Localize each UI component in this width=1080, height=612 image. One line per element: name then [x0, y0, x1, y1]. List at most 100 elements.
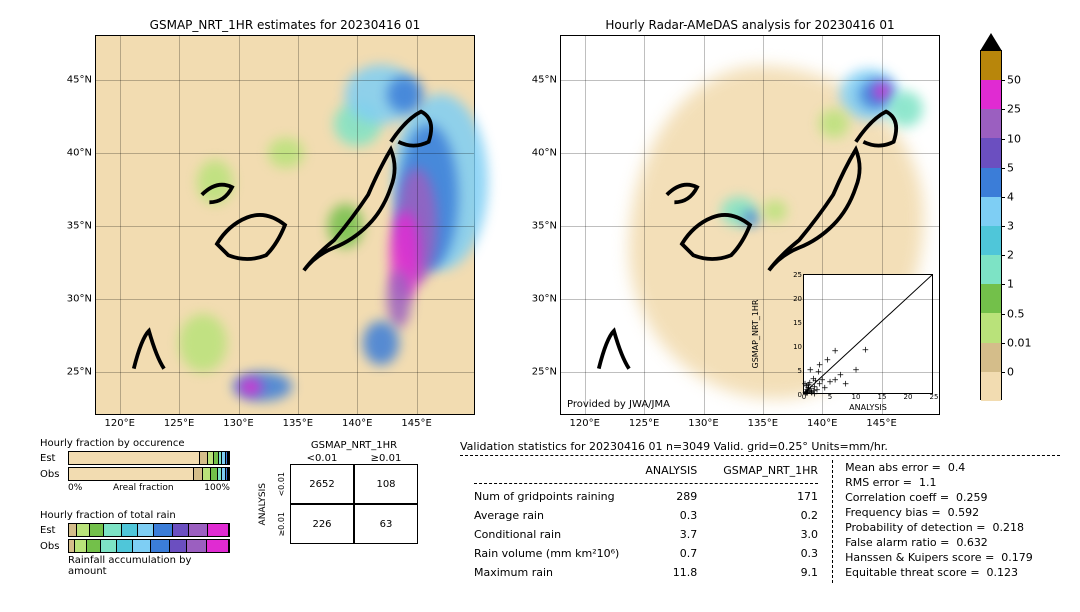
- mini-title: Hourly fraction by occurence: [40, 438, 230, 449]
- radar-map-panel: Hourly Radar-AMeDAS analysis for 2023041…: [560, 35, 940, 415]
- occurrence-panel: Hourly fraction by occurenceEstObs0%Area…: [40, 438, 230, 493]
- colorbar-segment: [981, 255, 1001, 284]
- bar-segment: [203, 468, 211, 480]
- gsmap-map-title: GSMAP_NRT_1HR estimates for 20230416 01: [96, 18, 474, 32]
- scatter-point: +: [806, 367, 814, 376]
- xtick-label: 140°E: [807, 414, 837, 429]
- bar-segment: [87, 540, 101, 552]
- stats-metric: Equitable threat score = 0.123: [845, 565, 1033, 580]
- cont-col-header: GSMAP_NRT_1HR: [290, 440, 418, 451]
- ytick-label: 35°N: [67, 221, 96, 232]
- ytick-label: 45°N: [532, 74, 561, 85]
- colorbar-segment: [981, 109, 1001, 138]
- stats-table: ANALYSISGSMAP_NRT_1HR Num of gridpoints r…: [460, 460, 832, 583]
- bar-row-label: Est: [40, 453, 68, 464]
- colorbar-segment: [981, 343, 1001, 372]
- bar-segment: [194, 468, 204, 480]
- colorbar-segment: [981, 168, 1001, 197]
- cont-cell: 63: [354, 504, 418, 544]
- bar-segment: [75, 540, 86, 552]
- bar-row-label: Obs: [40, 469, 68, 480]
- bar-segment: [90, 524, 104, 536]
- bar-segment: [69, 452, 200, 464]
- colorbar-segment: [981, 313, 1001, 342]
- ytick-label: 30°N: [532, 294, 561, 305]
- colorbar: 00.010.512345102550: [980, 50, 1002, 400]
- xtick-label: 145°E: [866, 414, 896, 429]
- cont-cell: 108: [354, 464, 418, 504]
- xtick-label: 125°E: [629, 414, 659, 429]
- xtick-label: 125°E: [164, 414, 194, 429]
- stats-metric: Probability of detection = 0.218: [845, 520, 1033, 535]
- bar-segment: [200, 452, 208, 464]
- scatter-point: +: [810, 387, 818, 396]
- cont-cell: 226: [290, 504, 354, 544]
- colorbar-segment: [981, 80, 1001, 109]
- xtick-label: 135°E: [748, 414, 778, 429]
- ytick-label: 35°N: [532, 221, 561, 232]
- colorbar-segment: [981, 226, 1001, 255]
- cont-row-label: ≥0.01: [277, 512, 286, 537]
- bar-segment: [173, 524, 189, 536]
- stats-metric: Correlation coeff = 0.259: [845, 490, 1033, 505]
- cont-cell: 2652: [290, 464, 354, 504]
- totalrain-panel: Hourly fraction of total rainEstObsRainf…: [40, 510, 230, 579]
- bar-segment: [207, 540, 229, 552]
- ytick-label: 40°N: [67, 147, 96, 158]
- stats-value: 0.2: [711, 507, 830, 524]
- bar-row-label: Est: [40, 525, 68, 536]
- colorbar-segment: [981, 138, 1001, 167]
- xtick-label: 135°E: [283, 414, 313, 429]
- stats-value: 3.7: [633, 526, 709, 543]
- stats-value: 171: [711, 488, 830, 505]
- bar-segment: [170, 540, 188, 552]
- stats-metric: False alarm ratio = 0.632: [845, 535, 1033, 550]
- bar-segment: [122, 524, 138, 536]
- bar-segment: [189, 524, 208, 536]
- stats-col-header: ANALYSIS: [633, 462, 709, 479]
- scatter-point: +: [852, 367, 860, 376]
- stats-metric: Mean abs error = 0.4: [845, 460, 1033, 475]
- stats-row-label: Num of gridpoints raining: [462, 488, 631, 505]
- stats-value: 0.7: [633, 545, 709, 562]
- ytick-label: 25°N: [532, 367, 561, 378]
- stats-value: 289: [633, 488, 709, 505]
- bar-segment: [228, 468, 229, 480]
- bar-segment: [77, 524, 90, 536]
- inset-ylabel: GSMAP_NRT_1HR: [751, 300, 760, 369]
- stats-row-label: Conditional rain: [462, 526, 631, 543]
- stats-row-label: Average rain: [462, 507, 631, 524]
- stats-panel: Validation statistics for 20230416 01 n=…: [460, 440, 1060, 583]
- bar-segment: [101, 540, 117, 552]
- bar-segment: [69, 468, 194, 480]
- bar-segment: [187, 540, 206, 552]
- stats-value: 0.3: [633, 507, 709, 524]
- stats-col-header: GSMAP_NRT_1HR: [711, 462, 830, 479]
- stats-metric: Frequency bias = 0.592: [845, 505, 1033, 520]
- bar-segment: [133, 540, 151, 552]
- ytick-label: 45°N: [67, 74, 96, 85]
- contingency-table: GSMAP_NRT_1HR<0.01≥0.01ANALYSIS<0.01≥0.0…: [258, 440, 418, 544]
- xtick-label: 130°E: [223, 414, 253, 429]
- stats-metric: Hanssen & Kuipers score = 0.179: [845, 550, 1033, 565]
- bar-row-label: Obs: [40, 541, 68, 552]
- scatter-point: +: [842, 381, 850, 390]
- xtick-label: 120°E: [570, 414, 600, 429]
- cont-col-label: <0.01: [290, 453, 354, 464]
- scatter-point: +: [862, 347, 870, 356]
- xtick-label: 120°E: [105, 414, 135, 429]
- stats-metric: RMS error = 1.1: [845, 475, 1033, 490]
- stats-value: 11.8: [633, 564, 709, 581]
- stats-metrics: Mean abs error = 0.4RMS error = 1.1Corre…: [832, 460, 1033, 583]
- bar-segment: [138, 524, 154, 536]
- ytick-label: 40°N: [532, 147, 561, 158]
- stats-value: 0.3: [711, 545, 830, 562]
- stats-title: Validation statistics for 20230416 01 n=…: [460, 440, 1060, 453]
- scatter-point: +: [831, 347, 839, 356]
- colorbar-segment: [981, 284, 1001, 313]
- colorbar-segment: [981, 51, 1001, 80]
- cont-col-label: ≥0.01: [354, 453, 418, 464]
- mini-footer: Rainfall accumulation by amount: [68, 555, 230, 577]
- ytick-label: 25°N: [67, 367, 96, 378]
- colorbar-segment: [981, 197, 1001, 226]
